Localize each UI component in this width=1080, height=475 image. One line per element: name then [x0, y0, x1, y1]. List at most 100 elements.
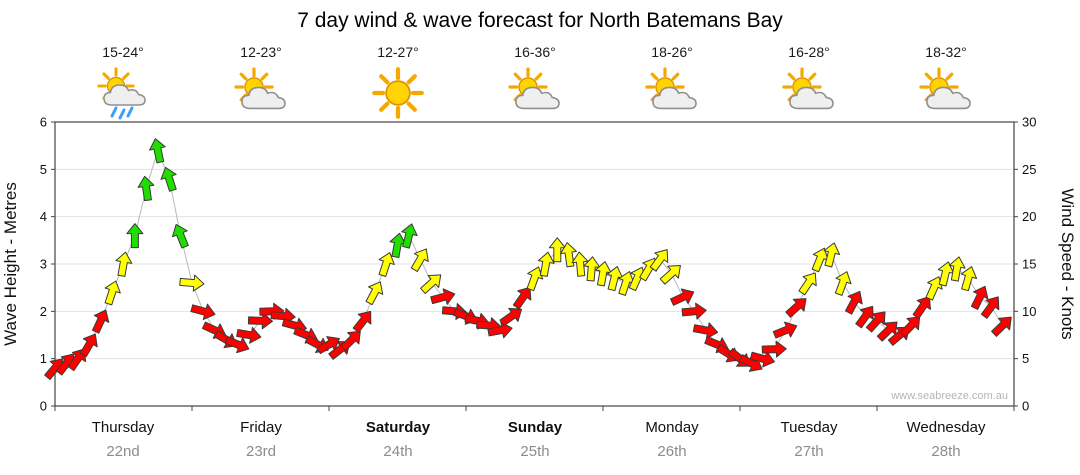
wind-trace-line	[54, 148, 1004, 369]
weather-icon-partly-cloudy	[645, 67, 697, 110]
wind-arrow	[104, 280, 121, 306]
date-label: 25th	[520, 443, 549, 460]
wind-arrow	[692, 322, 719, 340]
wind-arrow	[785, 298, 807, 318]
wave-tick-label: 0	[40, 399, 47, 414]
day-column-monday: 18-26° Monday 26th	[645, 44, 699, 460]
day-label: Saturday	[366, 419, 431, 436]
cloud-icon	[926, 86, 971, 110]
wind-arrow	[681, 302, 707, 320]
wind-arrow	[823, 242, 841, 268]
wave-tick-label: 2	[40, 304, 47, 319]
wind-speed-axis: 0 5 10 15 20 25 30	[1014, 115, 1036, 414]
wind-tick-label: 0	[1022, 399, 1029, 414]
wind-arrow	[571, 251, 589, 277]
wind-arrow	[772, 321, 798, 339]
wind-arrow	[171, 223, 189, 249]
wind-arrow	[91, 309, 110, 334]
day-label: Monday	[645, 419, 699, 436]
wind-arrow	[834, 271, 852, 296]
wind-arrow	[224, 336, 250, 354]
day-column-friday: 12-23° Friday 23rd	[234, 44, 286, 460]
wind-arrow	[649, 249, 669, 272]
wind-arrow	[980, 296, 1000, 319]
weather-icon-partly-cloudy	[919, 67, 971, 110]
wind-tick-label: 30	[1022, 115, 1036, 130]
raindrop-icon	[126, 106, 134, 118]
wind-arrow	[761, 340, 787, 358]
wind-arrow	[420, 274, 442, 295]
date-label: 24th	[383, 443, 412, 460]
wind-arrow	[670, 288, 695, 306]
raindrop-icon	[118, 108, 126, 120]
wind-arrow	[499, 307, 523, 327]
sun-icon	[372, 67, 424, 119]
wind-arrow	[236, 326, 262, 344]
temp-range: 12-23°	[240, 44, 281, 60]
temp-range: 16-28°	[788, 44, 829, 60]
wind-arrow	[855, 305, 874, 329]
wave-tick-label: 5	[40, 162, 47, 177]
wind-arrow	[925, 276, 943, 301]
day-column-saturday: 12-27° Saturday 24th	[366, 44, 431, 460]
wind-tick-label: 10	[1022, 304, 1036, 319]
date-label: 23rd	[246, 443, 276, 460]
right-axis-label: Wind Speed - Knots	[1058, 188, 1077, 339]
cloud-icon	[515, 86, 560, 110]
day-label: Wednesday	[907, 419, 986, 436]
wind-arrow	[137, 175, 155, 202]
wind-arrow	[991, 316, 1012, 337]
wind-arrow	[352, 310, 372, 333]
wind-arrow	[537, 251, 555, 277]
cloud-icon	[103, 84, 146, 106]
temp-range: 15-24°	[102, 44, 143, 60]
watermark: www.seabreeze.com.au	[890, 390, 1008, 402]
chart-title: 7 day wind & wave forecast for North Bat…	[297, 9, 783, 32]
left-axis-label: Wave Height - Metres	[1, 182, 20, 346]
wind-arrow	[844, 290, 863, 315]
wind-arrow	[560, 242, 577, 268]
raindrop-icon	[110, 106, 118, 118]
day-column-thursday: 15-24° Thursday 22nd	[92, 44, 155, 460]
wind-arrow	[190, 303, 216, 321]
wind-arrow	[160, 166, 177, 192]
wind-arrow	[126, 223, 144, 249]
day-column-tuesday: 16-28° Tuesday 27th	[781, 44, 838, 460]
weather-icon-partly-cloudy	[508, 67, 560, 110]
wave-tick-label: 4	[40, 209, 47, 224]
wind-tick-label: 5	[1022, 351, 1029, 366]
wind-arrow	[340, 330, 361, 352]
cloud-icon	[789, 86, 834, 110]
cloud-icon	[652, 86, 697, 110]
cloud-icon	[241, 86, 286, 110]
wind-arrow	[912, 296, 931, 320]
wind-arrow	[401, 223, 418, 249]
wind-arrow	[948, 256, 966, 282]
wind-tick-label: 20	[1022, 209, 1036, 224]
wave-tick-label: 6	[40, 115, 47, 130]
wind-arrow	[179, 274, 205, 292]
weather-icon-sunny	[372, 67, 424, 119]
wind-arrow	[67, 348, 87, 372]
wind-arrow	[430, 288, 456, 305]
wind-arrow	[526, 266, 544, 292]
wind-arrow	[365, 281, 384, 306]
day-column-wednesday: 18-32° Wednesday 28th	[907, 44, 986, 460]
wind-arrow	[512, 286, 532, 310]
wind-arrow	[79, 333, 98, 358]
date-label: 22nd	[106, 443, 139, 460]
wind-arrow	[865, 311, 886, 333]
weather-icon-partly-cloudy	[782, 67, 834, 110]
day-label: Friday	[240, 419, 282, 436]
wind-arrow	[487, 321, 513, 339]
wind-arrow	[899, 316, 921, 338]
weather-icon-partly-cloudy	[234, 67, 286, 110]
temp-range: 18-32°	[925, 44, 966, 60]
wind-tick-label: 15	[1022, 257, 1036, 272]
temp-range: 12-27°	[377, 44, 418, 60]
wind-arrow	[149, 138, 166, 164]
temp-range: 18-26°	[651, 44, 692, 60]
day-label: Sunday	[508, 419, 563, 436]
